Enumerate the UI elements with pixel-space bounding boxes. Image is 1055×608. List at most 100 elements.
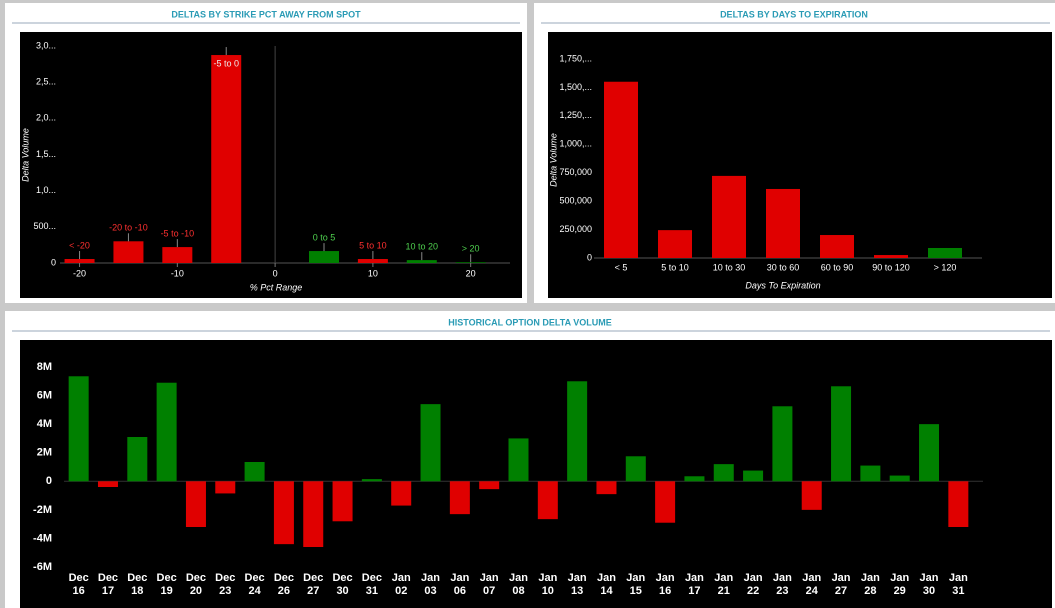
y-tick-label: 1,0... [36,185,56,195]
bar [449,481,470,515]
x-tick-label: > 120 [934,262,957,272]
x-tick-label: 10 [368,268,378,278]
bar-label: -5 to -10 [161,228,195,238]
x-tick-label: Jan 06 [450,572,470,597]
x-tick-label: Dec 19 [156,572,177,597]
x-tick-label: < 5 [615,262,628,272]
bar [772,406,793,482]
chart-title: HISTORICAL OPTION DELTA VOLUME [448,317,612,327]
bar [479,481,500,490]
bar [874,255,908,258]
bar [406,260,437,263]
x-tick-label: 10 to 30 [713,262,746,272]
bar [658,230,692,258]
bar [537,481,558,520]
x-tick-label: Jan 27 [831,572,851,597]
bar [309,251,339,263]
x-tick-label: Dec 20 [185,572,207,597]
x-tick-label: Jan 31 [948,572,968,597]
y-tick-label: 1,5... [36,149,56,159]
bar [303,481,324,547]
y-tick-label: 0 [587,252,592,262]
x-tick-label: Jan 02 [391,572,411,597]
bar [162,247,193,263]
x-tick-label: 0 [273,268,278,278]
bar [68,376,89,482]
y-tick-label: 8M [37,361,52,373]
x-tick-label: Dec 23 [215,572,236,597]
bar [604,81,638,258]
x-tick-label: Jan 08 [509,572,528,597]
bar-label: > 20 [462,244,480,254]
x-tick-label: Dec 24 [244,572,265,597]
bar [655,481,676,523]
bar [625,456,646,482]
bar [64,259,95,263]
bar [567,381,588,482]
bar [508,438,529,482]
bar-label: -5 to 0 [213,58,239,68]
y-tick-label: 250,000 [559,224,592,234]
bar [361,479,382,482]
bar [185,481,206,527]
bar [156,382,177,482]
y-tick-label: 1,750,... [559,53,592,63]
bar [713,464,734,482]
x-tick-label: -20 [73,268,86,278]
y-tick-label: 2,0... [36,113,56,123]
y-tick-label: 1,000,... [559,139,592,149]
bar [831,386,852,482]
bar [928,247,962,258]
x-tick-label: Dec 16 [68,572,89,597]
x-tick-label: Jan 24 [802,572,822,597]
x-tick-label: Dec 18 [127,572,148,597]
y-tick-label: 1,500,... [559,82,592,92]
y-tick-label: -2M [33,504,52,516]
x-tick-label: Dec 31 [361,572,382,597]
bar [820,235,854,258]
bar [332,481,353,522]
bar [244,462,265,482]
x-tick-label: Jan 23 [772,572,792,597]
y-tick-label: 2M [37,447,52,459]
x-tick-label: Dec 17 [97,572,119,597]
y-tick-label: 500... [33,221,56,231]
x-tick-label: Dec 30 [332,572,353,597]
y-tick-label: 750,000 [559,167,592,177]
bar [215,481,236,494]
x-tick-label: -10 [171,268,184,278]
y-tick-label: 2,5... [36,77,56,87]
x-tick-label: Jan 15 [626,572,646,597]
x-tick-label: Jan 07 [479,572,499,597]
bar [420,404,441,482]
x-tick-label: 30 to 60 [767,262,800,272]
bar [357,259,388,263]
bar-label: 5 to 10 [359,240,387,250]
x-tick-label: Jan 28 [860,572,880,597]
x-tick-label: Jan 13 [567,572,587,597]
y-tick-label: 0 [46,475,52,487]
x-tick-label: Dec 26 [273,572,294,597]
bar-label: -20 to -10 [109,223,148,233]
x-tick-label: Jan 14 [596,572,616,597]
y-tick-label: 0 [51,257,56,267]
bar [684,476,705,482]
plot-background [20,32,522,298]
x-axis-label: Days To Expiration [745,280,820,290]
y-tick-label: 3,0... [36,40,56,50]
bar [596,481,617,495]
x-tick-label: Jan 30 [919,572,939,597]
x-tick-label: Jan 03 [421,572,441,597]
bar [889,475,910,482]
x-tick-label: 90 to 120 [872,262,910,272]
bar-label: < -20 [69,240,90,250]
y-tick-label: 1,250,... [559,110,592,120]
bar [801,481,822,510]
bar [948,481,969,527]
bar [455,262,486,263]
x-tick-label: Jan 21 [714,572,734,597]
y-tick-label: -6M [33,561,52,573]
bar [391,481,412,506]
